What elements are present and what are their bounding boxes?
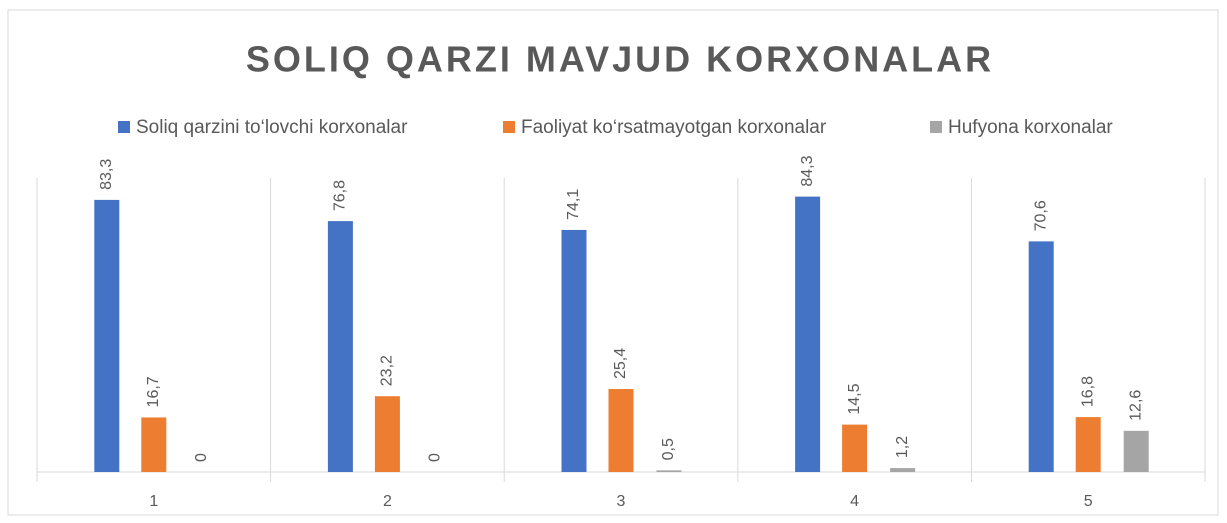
- x-tick-label: 3: [617, 493, 626, 510]
- bar: [374, 396, 400, 472]
- data-label: 14,5: [846, 383, 863, 414]
- legend-label: Faoliyat ko‘rsatmayotgan korxonalar: [521, 117, 827, 138]
- x-tick-label: 1: [149, 493, 158, 510]
- bar: [795, 196, 821, 472]
- data-label: 74,1: [565, 189, 582, 220]
- legend-swatch: [118, 121, 130, 133]
- data-label: 84,3: [799, 155, 816, 186]
- legend-swatch: [930, 121, 942, 133]
- legend-swatch: [503, 121, 515, 133]
- data-label: 16,8: [1079, 376, 1096, 407]
- data-label: 70,6: [1032, 200, 1049, 231]
- data-label: 0: [427, 453, 444, 462]
- legend-label: Soliq qarzini to‘lovchi korxonalar: [136, 117, 408, 138]
- bar: [327, 221, 353, 472]
- data-label: 83,3: [98, 159, 115, 190]
- legend-label: Hufyona korxonalar: [948, 117, 1113, 138]
- bar: [656, 470, 682, 472]
- data-label: 0: [193, 453, 210, 462]
- bar: [1075, 417, 1101, 472]
- bar: [890, 468, 916, 472]
- bar: [94, 199, 120, 473]
- data-label: 0,5: [660, 438, 677, 460]
- bar: [842, 424, 868, 472]
- data-label: 76,8: [332, 180, 349, 211]
- data-label: 1,2: [894, 436, 911, 458]
- x-tick-label: 4: [850, 493, 859, 510]
- x-tick-label: 2: [383, 493, 392, 510]
- bar: [1028, 241, 1054, 472]
- data-label: 16,7: [145, 376, 162, 407]
- bar: [141, 417, 167, 472]
- bar: [561, 229, 587, 472]
- data-label: 23,2: [379, 355, 396, 386]
- x-tick-label: 5: [1084, 493, 1093, 510]
- bar: [608, 389, 634, 472]
- chart-title: SOLIQ QARZI MAVJUD KORXONALAR: [246, 39, 994, 80]
- data-label: 25,4: [612, 348, 629, 379]
- data-label: 12,6: [1127, 390, 1144, 421]
- bar: [1123, 430, 1149, 472]
